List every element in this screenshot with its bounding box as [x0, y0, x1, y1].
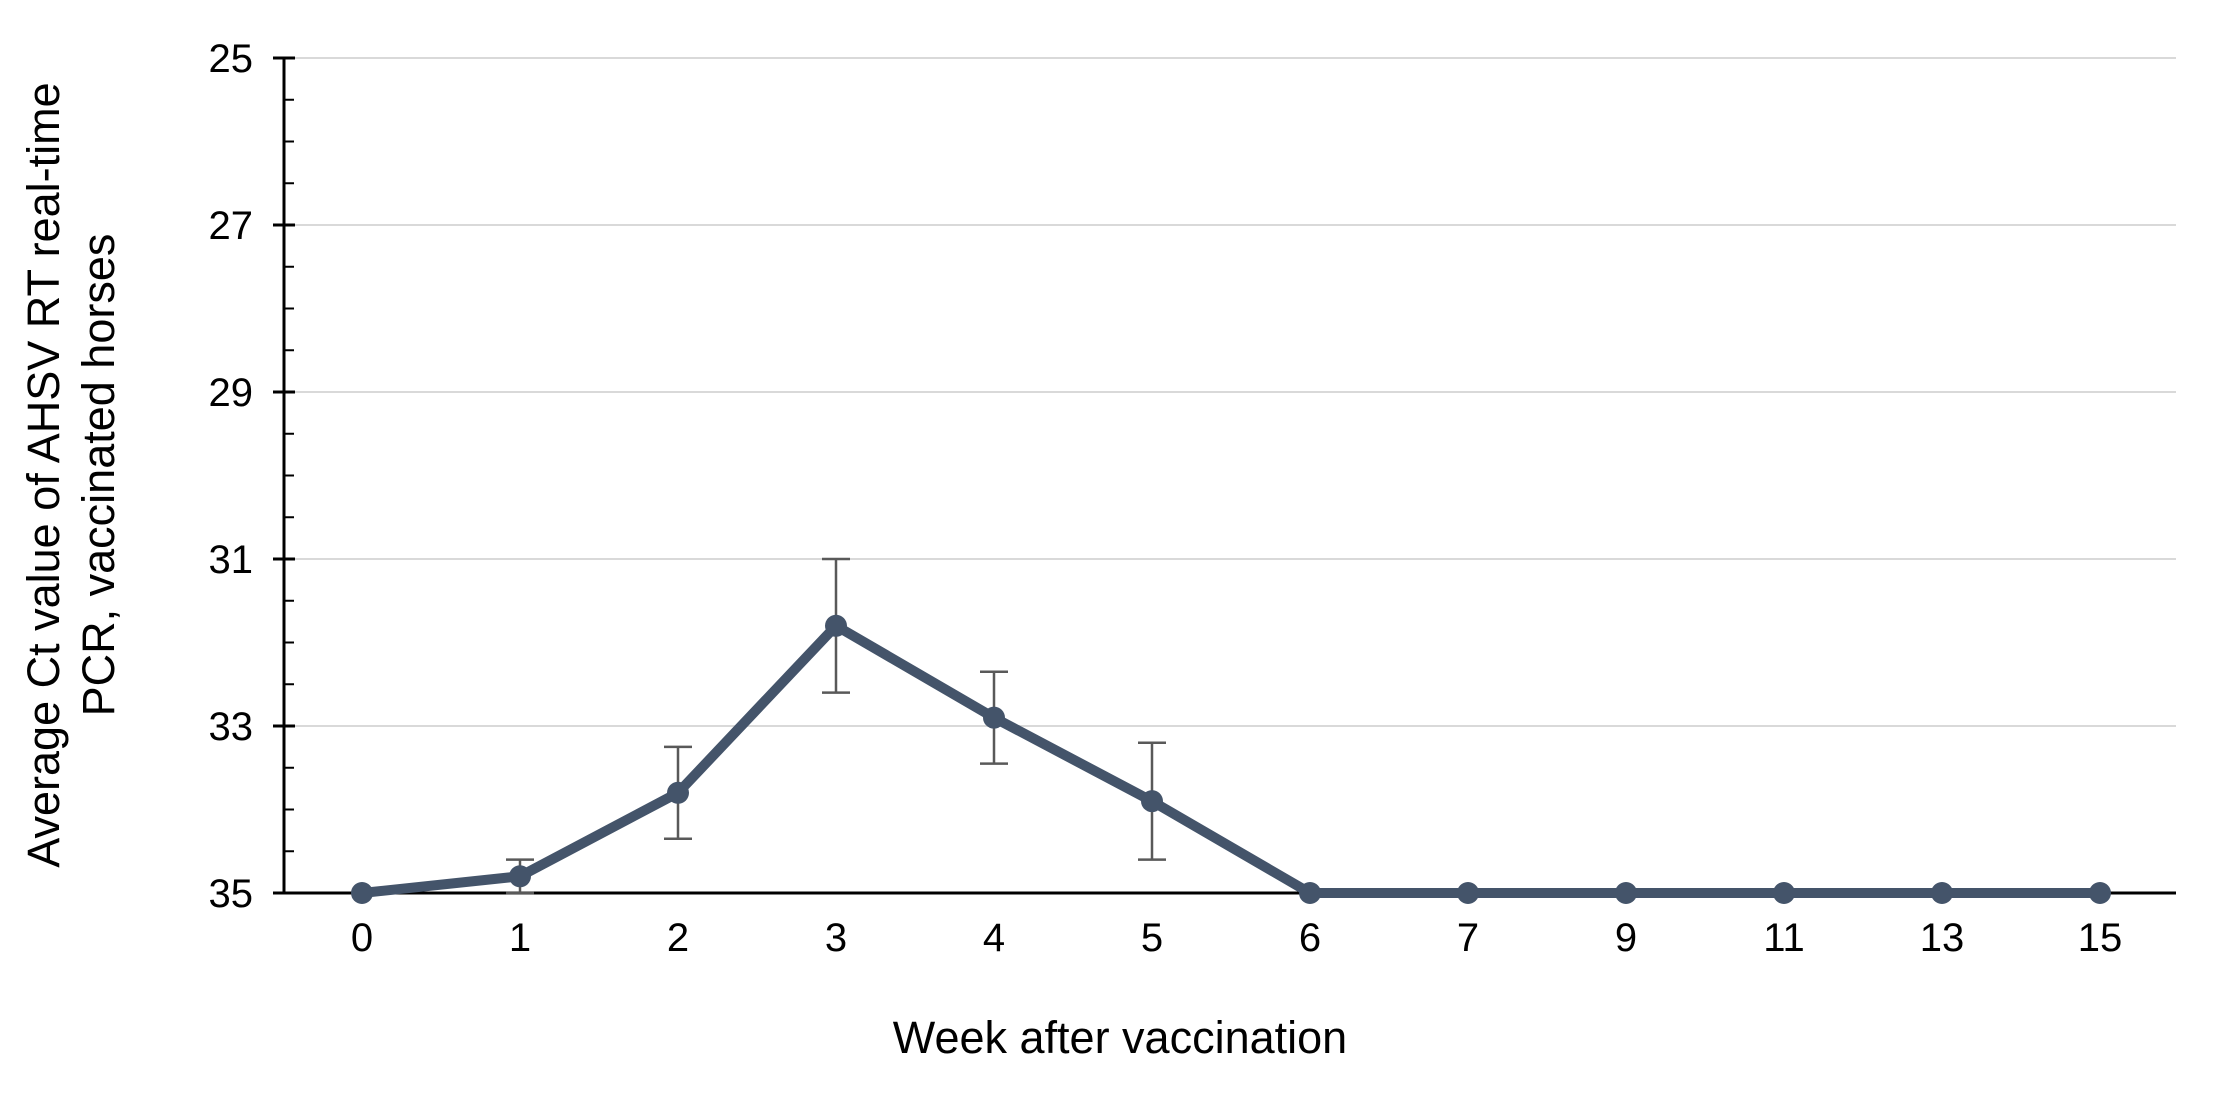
axis-ticks: [273, 56, 295, 895]
x-tick-label: 9: [1615, 916, 1637, 960]
data-point-marker: [1457, 882, 1479, 904]
error-bars: [506, 557, 1166, 895]
data-point-marker: [825, 614, 847, 637]
y-tick-label: 25: [209, 37, 254, 81]
x-tick-label: 0: [351, 916, 373, 960]
y-tick-label: 33: [209, 705, 254, 749]
y-tick-label: 29: [209, 371, 254, 415]
data-point-marker: [1299, 882, 1321, 904]
y-tick-label: 35: [209, 872, 254, 916]
x-tick-label: 1: [509, 916, 531, 960]
data-point-marker: [2089, 882, 2111, 904]
x-tick-label: 4: [983, 916, 1005, 960]
data-point-marker: [351, 882, 373, 904]
y-axis-title-line1: Average Ct value of AHSV RT real-time: [18, 82, 69, 867]
y-tick-labels: 25 27 29 31 33 35: [209, 37, 254, 916]
y-axis-title-line2: PCR, vaccinated horses: [73, 234, 124, 717]
y-tick-label: 27: [209, 204, 254, 248]
y-tick-label: 31: [209, 538, 254, 582]
x-tick-label: 13: [1920, 916, 1965, 960]
x-tick-label: 6: [1299, 916, 1321, 960]
x-tick-label: 3: [825, 916, 847, 960]
data-point-marker: [1141, 790, 1163, 813]
series-line: [357, 620, 2105, 898]
x-axis-title: Week after vaccination: [893, 1012, 1347, 1063]
x-tick-label: 15: [2078, 916, 2123, 960]
x-tick-label: 5: [1141, 916, 1163, 960]
x-tick-label: 2: [667, 916, 689, 960]
x-tick-labels: 0 1 2 3 4 5 6 7 9 11 13 15: [351, 916, 2122, 960]
data-point-marker: [1931, 882, 1953, 904]
data-series: [351, 614, 2111, 904]
x-tick-label: 11: [1763, 916, 1805, 960]
data-point-marker: [667, 781, 689, 804]
data-point-marker: [983, 706, 1005, 729]
data-point-marker: [1773, 882, 1795, 904]
axes: [282, 58, 2176, 895]
data-point-marker: [1615, 882, 1637, 904]
gridlines: [284, 57, 2176, 727]
x-tick-label: 7: [1457, 916, 1479, 960]
data-point-marker: [509, 865, 531, 888]
